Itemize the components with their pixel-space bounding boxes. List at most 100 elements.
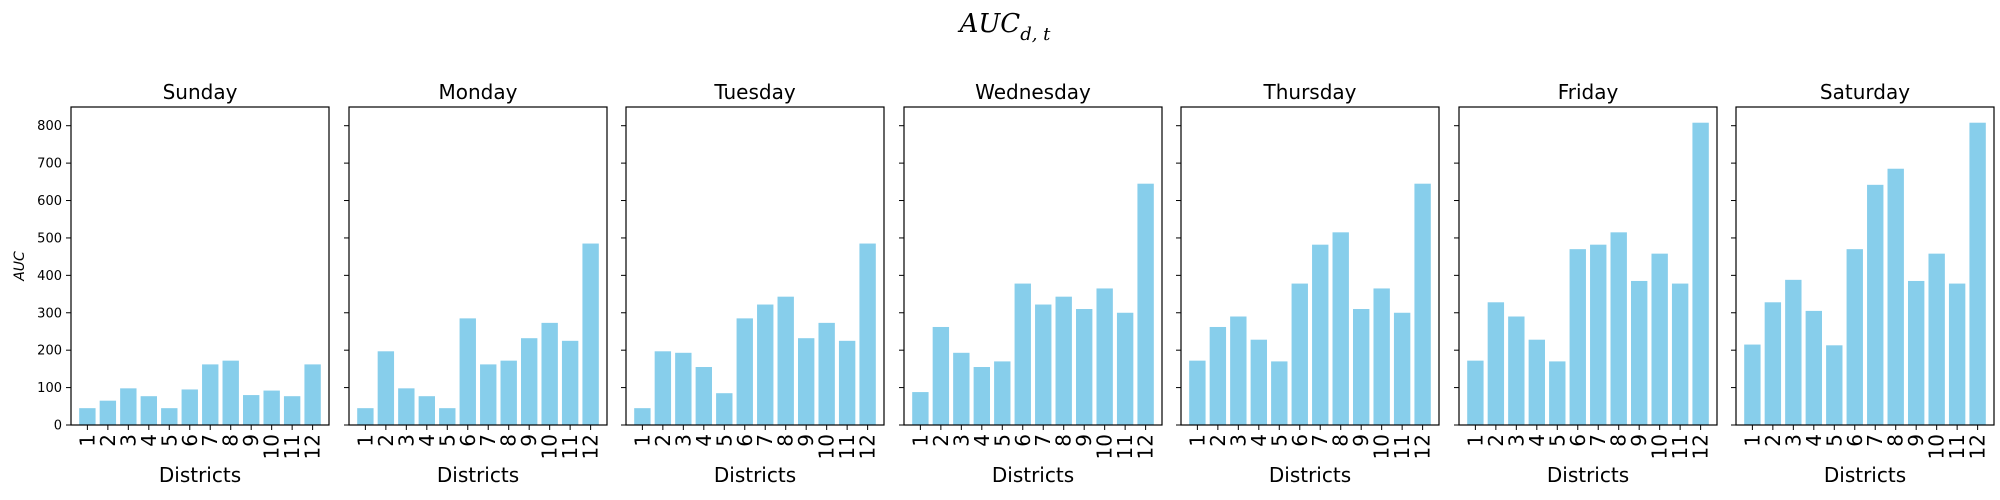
bar [973, 367, 990, 425]
x-tick-label: 11 [1668, 434, 1692, 459]
bar [181, 389, 198, 425]
bar [1805, 310, 1822, 425]
bar [480, 364, 497, 425]
panel-title: Monday [439, 80, 518, 104]
x-tick-label: 2 [1761, 434, 1785, 447]
bar [202, 364, 219, 425]
x-tick-label: 5 [157, 434, 181, 447]
x-tick-label: 11 [558, 434, 582, 459]
x-tick-label: 11 [835, 434, 859, 459]
x-tick-label: 1 [1463, 434, 1487, 447]
bar [1826, 345, 1843, 425]
bar [838, 340, 856, 425]
x-tick-label: 5 [435, 434, 459, 447]
x-tick-label: 7 [1308, 434, 1332, 447]
x-tick-label: 9 [239, 434, 263, 447]
y-tick-label: 500 [37, 231, 62, 246]
x-tick-label: 1 [908, 434, 932, 447]
bar [1250, 339, 1267, 425]
x-tick-label: 5 [1822, 434, 1846, 447]
bar [1312, 244, 1329, 425]
plot-frame [1735, 106, 1995, 426]
bar [1271, 361, 1288, 425]
x-tick-label: 4 [1802, 434, 1826, 447]
x-tick-label: 12 [856, 434, 880, 459]
bar [777, 296, 794, 425]
panel-title: Sunday [163, 80, 238, 104]
x-tick-label: 10 [260, 434, 284, 459]
bar [654, 351, 672, 425]
x-tick-label: 4 [1525, 434, 1549, 447]
x-tick-label: 9 [1627, 434, 1651, 447]
x-tick-label: 1 [1185, 434, 1209, 447]
x-tick-label: 9 [517, 434, 541, 447]
bar [1528, 339, 1545, 425]
x-tick-label: 12 [1411, 434, 1435, 459]
x-axis-label: Districts [1547, 463, 1629, 487]
bar [1908, 280, 1925, 425]
x-tick-label: 6 [178, 434, 202, 447]
x-tick-label: 1 [1740, 434, 1764, 447]
x-tick-label: 11 [1113, 434, 1137, 459]
bar [439, 408, 456, 425]
y-tick-label: 300 [37, 306, 62, 321]
y-tick-label: 100 [37, 381, 62, 396]
bar [932, 326, 950, 425]
bar [1867, 184, 1884, 425]
x-tick-label: 2 [651, 434, 675, 447]
bar [1414, 183, 1431, 425]
x-tick-label: 11 [1390, 434, 1414, 459]
bar [1744, 344, 1761, 425]
x-tick-label: 8 [774, 434, 798, 447]
x-tick-label: 11 [1945, 434, 1969, 459]
bar [161, 408, 178, 425]
bar [859, 243, 876, 425]
bar [1671, 283, 1689, 425]
x-tick-label: 10 [1648, 434, 1672, 459]
bar [757, 304, 774, 425]
x-tick-label: 2 [374, 434, 398, 447]
bar [736, 318, 753, 425]
bar [912, 392, 929, 425]
y-tick-label: 600 [37, 194, 62, 209]
x-tick-label: 8 [1607, 434, 1631, 447]
x-tick-label: 3 [1781, 434, 1805, 447]
x-tick-label: 8 [1052, 434, 1076, 447]
bar [1969, 122, 1986, 426]
y-tick-label: 400 [37, 269, 62, 284]
x-tick-label: 5 [1545, 434, 1569, 447]
bar [1393, 312, 1411, 425]
bar [1764, 302, 1782, 425]
x-tick-label: 3 [394, 434, 418, 447]
x-tick-label: 7 [476, 434, 500, 447]
x-tick-label: 1 [353, 434, 377, 447]
x-tick-label: 6 [1566, 434, 1590, 447]
x-tick-label: 4 [415, 434, 439, 447]
x-tick-label: 9 [1349, 434, 1373, 447]
bar [582, 243, 599, 425]
bar [1014, 283, 1031, 425]
bar [1096, 288, 1113, 425]
bar [1230, 316, 1247, 425]
bar [1055, 296, 1072, 425]
x-axis-label: Districts [1824, 463, 1906, 487]
bar [398, 388, 415, 425]
plot-frame [348, 106, 608, 426]
x-tick-label: 10 [1925, 434, 1949, 459]
x-tick-label: 1 [75, 434, 99, 447]
y-tick-label: 200 [37, 344, 62, 359]
x-tick-label: 3 [1226, 434, 1250, 447]
bar [541, 322, 558, 425]
x-tick-label: 1 [630, 434, 654, 447]
x-tick-label: 7 [1863, 434, 1887, 447]
x-tick-label: 10 [1370, 434, 1394, 459]
suptitle-main: AUC [958, 9, 1021, 39]
x-axis-label: Districts [1269, 463, 1351, 487]
x-tick-label: 9 [794, 434, 818, 447]
bar [1116, 312, 1134, 425]
x-tick-label: 4 [137, 434, 161, 447]
bar [1631, 280, 1648, 425]
